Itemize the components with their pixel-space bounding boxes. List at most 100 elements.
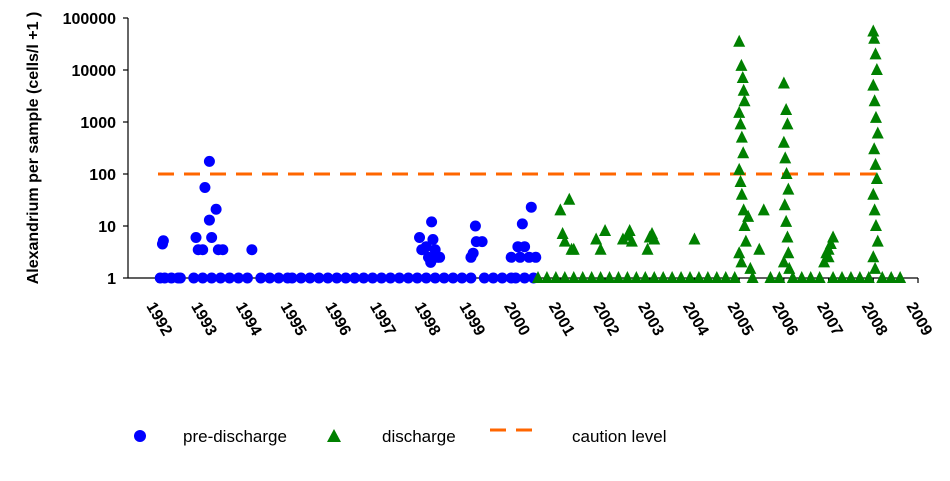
pre-discharge-point [358,272,370,284]
discharge-point [885,271,898,283]
pre-discharge-point [467,247,479,259]
discharge-point [867,78,880,91]
pre-discharge-point [487,272,499,284]
x-tick-label: 2002 [590,300,623,339]
pre-discharge-point [384,272,396,284]
pre-discharge-point [426,216,438,228]
y-tick-label: 1 [107,271,116,288]
pre-discharge-points [154,155,542,284]
legend-discharge-label: discharge [382,427,456,446]
discharge-point [688,232,701,245]
discharge-point [556,227,569,240]
discharge-point [869,157,882,170]
discharge-points [532,24,907,283]
discharge-point [625,234,638,247]
x-tick-label: 2001 [545,300,578,339]
discharge-point [549,271,562,283]
discharge-point [780,167,793,179]
x-tick-label: 1997 [366,300,399,339]
discharge-point [735,58,748,71]
discharge-point [675,271,688,283]
discharge-point [782,246,795,259]
discharge-point [778,198,791,211]
pre-discharge-point [476,236,488,248]
discharge-point [623,224,636,237]
pre-discharge-point [304,272,316,284]
pre-discharge-point [478,272,490,284]
discharge-point [594,271,607,283]
pre-discharge-point [203,155,215,167]
discharge-point [567,271,580,283]
x-tick-label: 2005 [724,300,757,339]
discharge-point [666,271,679,283]
pre-discharge-point [241,272,253,284]
pre-discharge-point [429,272,441,284]
pre-discharge-point [393,272,405,284]
discharge-point [742,209,755,222]
pre-discharge-point [206,272,218,284]
pre-discharge-point [530,251,542,263]
discharge-point [813,271,826,283]
discharge-point [868,203,881,216]
discharge-point [737,83,750,96]
pre-discharge-point [514,251,526,263]
discharge-point [603,271,616,283]
pre-discharge-point [496,272,508,284]
discharge-point [827,230,840,243]
x-tick-label: 2000 [500,300,533,339]
discharge-point [780,214,793,227]
pre-discharge-point [157,235,169,247]
discharge-point [733,162,746,175]
pre-discharge-point [349,272,361,284]
discharge-point [639,271,652,283]
x-tick-label: 1994 [232,300,265,339]
discharge-point [733,246,746,259]
discharge-point [648,271,661,283]
discharge-point [824,237,837,250]
pre-discharge-point [525,201,537,213]
discharge-point [782,182,795,195]
discharge-point [753,242,766,255]
pre-discharge-point [505,251,517,263]
y-tick-label: 100000 [63,11,116,28]
legend: pre-discharge discharge caution level [134,427,667,446]
discharge-point [853,271,866,283]
discharge-point [780,103,793,116]
discharge-point [746,271,759,283]
discharge-point [867,187,880,200]
pre-discharge-point [414,232,426,244]
discharge-point [540,271,553,283]
discharge-point [868,94,881,107]
pre-discharge-point [510,272,522,284]
pre-discharge-point [519,272,531,284]
discharge-point [777,76,790,89]
discharge-point [739,234,752,247]
discharge-point [822,250,835,263]
pre-discharge-point [210,203,222,215]
legend-pre-discharge-label: pre-discharge [183,427,287,446]
discharge-point [795,271,808,283]
pre-discharge-point [427,234,439,246]
discharge-point [735,130,748,143]
discharge-point [567,242,580,255]
discharge-point [735,187,748,200]
discharge-point [630,271,643,283]
pre-discharge-point [203,214,215,226]
discharge-point [738,219,751,231]
discharge-point [684,271,696,283]
legend-discharge-marker [327,429,341,442]
y-axis-label: Alexandrium per sample (cells/l +1 ) [25,12,42,285]
discharge-point [870,63,883,75]
discharge-point [764,271,777,283]
pre-discharge-point [197,272,209,284]
discharge-point [836,271,848,283]
discharge-point [735,255,748,268]
pre-discharge-point [246,244,258,256]
discharge-point [868,142,881,155]
discharge-point [757,203,770,216]
pre-discharge-point [420,272,432,284]
pre-discharge-point [367,272,379,284]
discharge-point [827,271,840,283]
